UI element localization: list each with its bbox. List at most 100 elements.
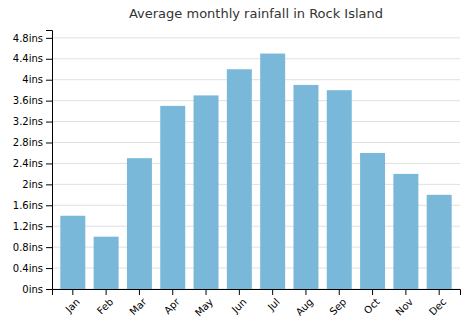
x-axis-line — [53, 290, 461, 296]
x-tick-label: Oct — [362, 296, 382, 316]
y-tick-label: 3.6ins — [13, 95, 43, 106]
x-tick-mark — [206, 289, 207, 295]
y-tick-label: 0ins — [22, 284, 43, 295]
x-tick: Oct — [362, 289, 382, 316]
y-axis: 0ins 0.4ins 0.8ins 1.2ins 1.6ins 2ins 2.4ins 2.… — [13, 31, 53, 295]
x-tick-mark — [239, 289, 240, 295]
x-tick: Mar — [127, 289, 149, 317]
x-tick: Jun — [229, 289, 249, 316]
x-tick: Feb — [95, 289, 115, 316]
x-tick-mark — [72, 289, 73, 295]
x-tick-mark — [339, 289, 340, 295]
bar — [60, 216, 85, 289]
x-tick: Jan — [63, 289, 82, 315]
y-tick: 2.4ins — [13, 158, 52, 169]
x-tick-label: Dec — [427, 296, 448, 317]
y-tick-mark — [46, 289, 52, 290]
x-tick: Dec — [427, 289, 448, 318]
bar — [94, 237, 119, 289]
x-tick-label: Aug — [294, 296, 316, 318]
bar — [360, 153, 385, 289]
y-tick: 0ins — [22, 284, 52, 295]
x-tick-mark — [439, 289, 440, 295]
y-tick-mark — [46, 38, 52, 39]
y-tick-label: 1.6ins — [13, 200, 43, 211]
y-tick: 1.6ins — [13, 200, 52, 211]
y-tick-mark — [46, 226, 52, 227]
y-tick-label: 0.4ins — [13, 263, 43, 274]
grid-line — [52, 58, 460, 59]
x-axis: Jan Feb Mar Apr May Jun Jul Aug Sep Oct Nov Dec — [53, 289, 461, 318]
x-tick-mark — [139, 289, 140, 295]
plot: 0ins 0.4ins 0.8ins 1.2ins 1.6ins 2ins 2.4ins 2.… — [13, 31, 461, 319]
y-tick-mark — [46, 122, 52, 123]
y-tick-mark — [46, 101, 52, 102]
bar — [227, 69, 252, 289]
y-tick: 4.4ins — [13, 53, 52, 64]
x-tick-label: Apr — [162, 295, 183, 316]
y-tick: 2.8ins — [13, 137, 52, 148]
y-tick: 3.6ins — [13, 95, 52, 106]
y-tick-mark — [46, 247, 52, 248]
y-tick-mark — [46, 268, 52, 269]
grid-line — [52, 121, 460, 122]
y-tick: 4ins — [22, 74, 52, 85]
x-tick-label: Jun — [229, 296, 249, 316]
y-tick: 2ins — [22, 179, 52, 190]
x-tick-label: Jan — [63, 296, 82, 315]
x-tick: Apr — [162, 289, 183, 316]
x-tick-mark — [272, 289, 273, 295]
x-tick-label: Feb — [95, 296, 115, 316]
x-tick-mark — [305, 289, 306, 295]
bars — [60, 54, 451, 289]
y-tick-label: 4ins — [22, 74, 43, 85]
x-tick-label: Nov — [393, 296, 415, 318]
y-tick-mark — [46, 163, 52, 164]
y-tick: 3.2ins — [13, 116, 52, 127]
x-tick: Aug — [294, 289, 316, 318]
bar — [127, 158, 152, 289]
grid-line — [52, 100, 460, 101]
y-tick: 0.8ins — [13, 242, 52, 253]
grid-line — [52, 37, 460, 38]
x-tick-mark — [372, 289, 373, 295]
x-tick: Sep — [327, 289, 348, 317]
grid-line — [52, 79, 460, 80]
y-tick-mark — [46, 205, 52, 206]
chart: 0ins 0.4ins 0.8ins 1.2ins 1.6ins 2ins 2.4ins 2.… — [0, 0, 474, 331]
y-tick-mark — [46, 184, 52, 185]
y-tick-mark — [46, 59, 52, 60]
x-tick-label: May — [193, 296, 215, 318]
y-tick-label: 3.2ins — [13, 116, 43, 127]
grid-line — [52, 163, 460, 164]
x-tick: May — [193, 289, 215, 318]
bar — [293, 85, 318, 289]
x-tick-label: Sep — [327, 296, 348, 317]
y-tick: 4.8ins — [13, 33, 52, 44]
y-tick: 1.2ins — [13, 221, 52, 232]
bar — [427, 195, 452, 289]
y-tick-mark — [46, 142, 52, 143]
bar — [260, 54, 285, 289]
bar — [393, 174, 418, 289]
bar — [194, 95, 219, 289]
bar — [327, 90, 352, 289]
x-tick-label: Jul — [265, 296, 282, 313]
y-tick-label: 4.8ins — [13, 33, 43, 44]
y-tick-label: 2ins — [22, 179, 43, 190]
y-tick: 0.4ins — [13, 263, 52, 274]
y-tick-label: 1.2ins — [13, 221, 43, 232]
x-tick-mark — [405, 289, 406, 295]
y-axis-line — [46, 31, 53, 290]
x-tick-label: Mar — [127, 295, 149, 317]
y-tick-label: 2.4ins — [13, 158, 43, 169]
x-tick: Jul — [265, 289, 282, 313]
y-tick-label: 0.8ins — [13, 242, 43, 253]
grid-line — [52, 142, 460, 143]
y-tick-mark — [46, 80, 52, 81]
title: Average monthly rainfall in Rock Island — [129, 6, 383, 21]
x-tick-mark — [172, 289, 173, 295]
grid — [52, 38, 460, 289]
y-tick-label: 2.8ins — [13, 137, 43, 148]
bar — [160, 106, 185, 289]
